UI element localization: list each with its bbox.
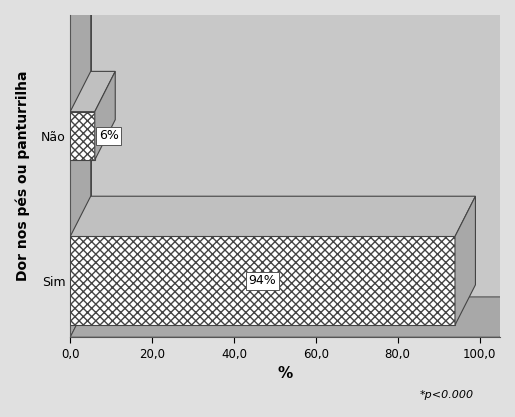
Text: 94%: 94%: [249, 274, 277, 287]
Polygon shape: [70, 71, 115, 112]
Text: *p<0.000: *p<0.000: [420, 390, 474, 400]
Polygon shape: [70, 112, 95, 160]
Text: 6%: 6%: [99, 129, 119, 142]
Y-axis label: Dor nos pés ou panturrilha: Dor nos pés ou panturrilha: [15, 71, 29, 281]
Polygon shape: [70, 196, 475, 236]
Polygon shape: [95, 71, 115, 160]
Polygon shape: [91, 0, 515, 297]
Polygon shape: [455, 196, 475, 325]
Polygon shape: [70, 297, 515, 337]
Polygon shape: [70, 0, 91, 337]
Polygon shape: [70, 236, 455, 325]
X-axis label: %: %: [278, 366, 293, 381]
